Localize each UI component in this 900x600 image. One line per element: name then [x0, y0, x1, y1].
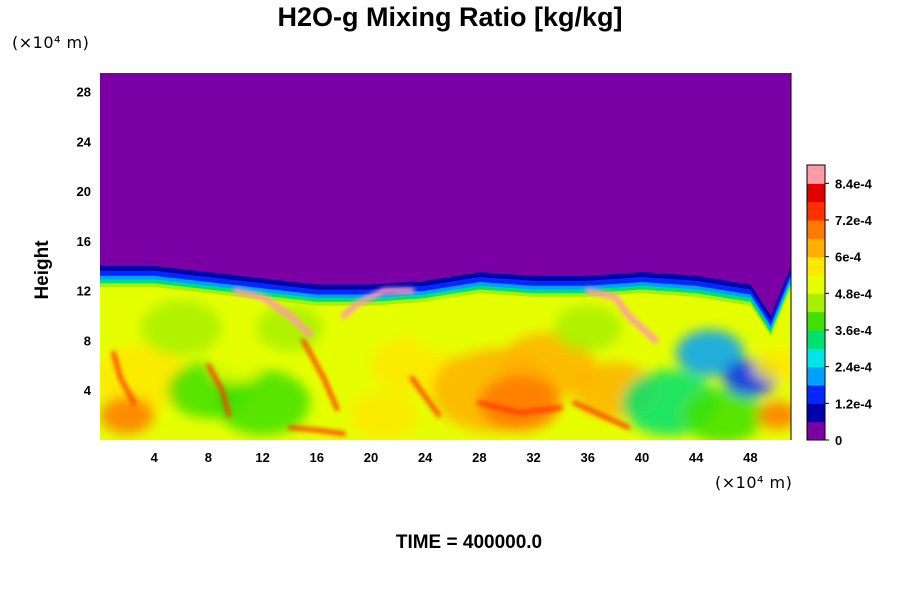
x-tick-label: 28 [472, 450, 486, 465]
x-tick-label: 32 [526, 450, 540, 465]
colorbar-swatch [807, 348, 825, 368]
field-texture [100, 300, 791, 440]
colorbar-label: 4.8e-4 [835, 286, 873, 301]
colorbar-label: 1.2e-4 [835, 396, 873, 411]
colorbar-swatch [807, 201, 825, 221]
colorbar-swatch [807, 366, 825, 386]
colorbar-swatch [807, 165, 825, 184]
x-tick-label: 12 [255, 450, 269, 465]
colorbar-label: 0 [835, 433, 842, 448]
y-tick-label: 24 [77, 134, 92, 149]
colorbar-swatch [807, 421, 825, 441]
y-tick-label: 20 [77, 184, 91, 199]
colorbar-swatch [807, 385, 825, 404]
field-filaments [111, 287, 659, 436]
x-tick-label: 40 [635, 450, 649, 465]
colorbar-swatch [807, 311, 825, 331]
x-tick-label: 44 [689, 450, 704, 465]
colorbar-swatch [807, 275, 825, 294]
colorbar-swatch [807, 256, 825, 276]
colorbar-frame [806, 164, 826, 441]
colorbar-label: 3.6e-4 [835, 323, 873, 338]
x-tick-label: 48 [743, 450, 757, 465]
x-tick-label: 36 [581, 450, 595, 465]
colorbar-swatch [807, 293, 825, 313]
colorbar-swatch [807, 183, 825, 203]
x-tick-label: 16 [310, 450, 324, 465]
y-tick-label: 12 [77, 284, 91, 299]
x-tick-label: 20 [364, 450, 378, 465]
y-tick-label: 16 [77, 234, 91, 249]
x-tick-label: 24 [418, 450, 433, 465]
colorbar-label: 8.4e-4 [835, 176, 873, 191]
time-label: TIME = 400000.0 [395, 532, 543, 553]
y-tick-label: 4 [84, 383, 92, 398]
y-tick-label: 28 [77, 85, 91, 100]
colorbar-swatch [807, 238, 825, 258]
y-tick-label: 8 [84, 333, 91, 348]
colorbar-swatch [807, 330, 825, 349]
colorbar-swatch [807, 403, 825, 423]
x-tick-label: 8 [205, 450, 212, 465]
colorbar-label: 7.2e-4 [835, 213, 873, 228]
x-tick-label: 4 [151, 450, 159, 465]
colorbar-label: 6e-4 [835, 250, 862, 265]
chart-title: H2O-g Mixing Ratio [kg/kg] [277, 2, 623, 32]
colorbar-swatch [807, 220, 825, 239]
colorbar-label: 2.4e-4 [835, 360, 873, 375]
colorbar: 8.4e-4 7.2e-4 6e-4 4.8e-4 3.6e-4 2.4e-4 1.2e-4… [806, 164, 873, 448]
x-axis-unit: (×10⁴ m) [715, 473, 793, 492]
heatmap-field [100, 73, 791, 440]
y-axis-unit: (×10⁴ m) [12, 33, 90, 52]
